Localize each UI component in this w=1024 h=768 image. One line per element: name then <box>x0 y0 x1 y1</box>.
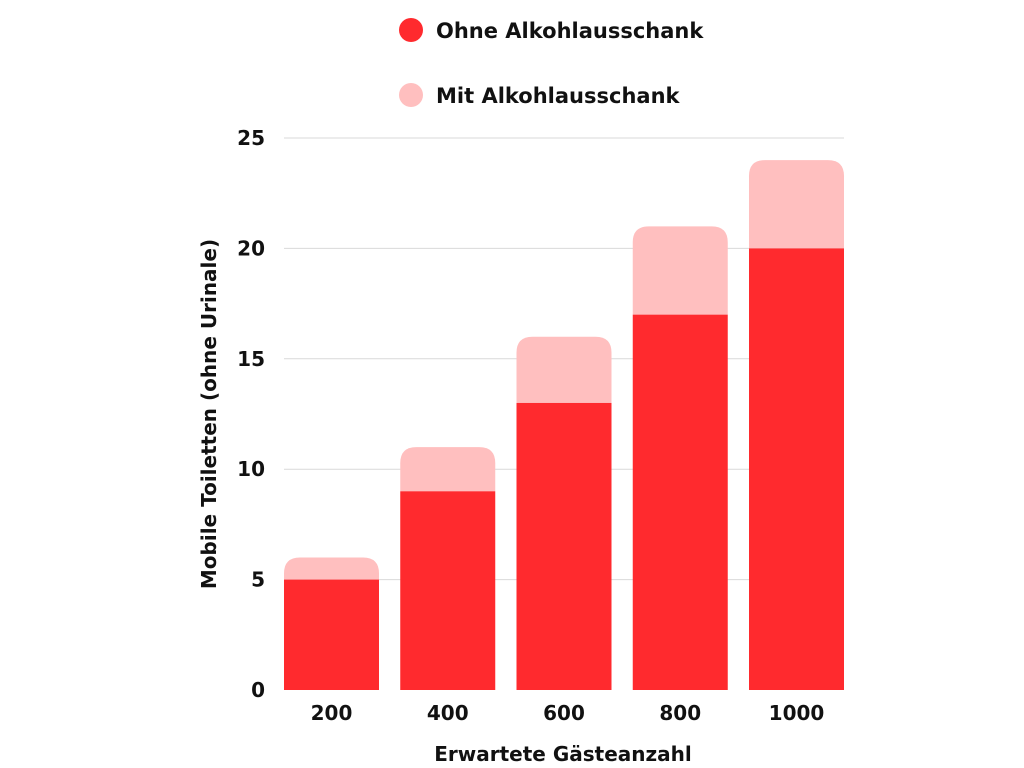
legend-label: Mit Alkohlausschank <box>436 84 681 108</box>
legend-swatch <box>399 18 423 42</box>
x-tick-label: 600 <box>543 701 585 725</box>
y-tick-label: 0 <box>251 678 265 702</box>
x-axis-title: Erwartete Gästeanzahl <box>434 742 691 766</box>
y-tick-label: 10 <box>237 457 265 481</box>
x-tick-label: 1000 <box>769 701 825 725</box>
bar-mit-alkohlausschank-800 <box>632 226 728 315</box>
y-tick-label: 15 <box>237 347 265 371</box>
bar-ohne-alkohlausschank-1000 <box>749 248 844 690</box>
x-tick-label: 200 <box>311 701 353 725</box>
y-tick-label: 25 <box>237 126 265 150</box>
legend-label: Ohne Alkohlausschank <box>436 19 704 43</box>
bar-mit-alkohlausschank-400 <box>400 447 496 492</box>
x-tick-label: 800 <box>659 701 701 725</box>
y-axis-title: Mobile Toiletten (ohne Urinale) <box>197 239 221 589</box>
bar-mit-alkohlausschank-1000 <box>749 160 844 249</box>
bar-ohne-alkohlausschank-600 <box>516 402 612 690</box>
bars <box>284 160 844 690</box>
bar-mit-alkohlausschank-600 <box>516 336 612 403</box>
bar-ohne-alkohlausschank-800 <box>632 314 728 690</box>
bar-mit-alkohlausschank-200 <box>284 557 379 580</box>
x-tick-label: 400 <box>427 701 469 725</box>
legend: Ohne Alkohlausschank Mit Alkohlausschank <box>399 18 704 108</box>
bar-ohne-alkohlausschank-200 <box>284 579 379 690</box>
y-tick-label: 5 <box>251 568 265 592</box>
y-axis-ticks: 0 5 10 15 20 25 <box>237 126 265 702</box>
y-tick-label: 20 <box>237 236 265 260</box>
bar-ohne-alkohlausschank-400 <box>400 491 496 690</box>
legend-swatch <box>399 83 423 107</box>
x-axis-ticks: 200 400 600 800 1000 <box>311 701 825 725</box>
